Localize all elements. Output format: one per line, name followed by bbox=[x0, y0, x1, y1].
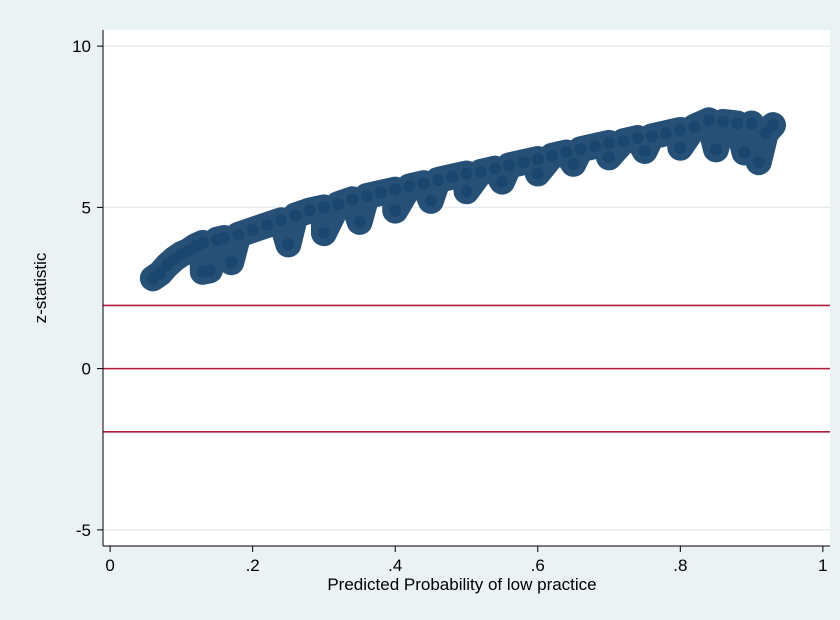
x-axis-label: Predicted Probability of low practice bbox=[327, 575, 596, 594]
scatter-point bbox=[303, 204, 316, 217]
scatter-point bbox=[218, 232, 231, 245]
scatter-point bbox=[503, 159, 516, 172]
scatter-point bbox=[745, 117, 758, 130]
scatter-point bbox=[275, 214, 288, 227]
scatter-point bbox=[353, 215, 366, 228]
scatter-point bbox=[567, 157, 580, 170]
scatter-point bbox=[603, 151, 616, 164]
x-tick-label: .2 bbox=[246, 556, 260, 575]
scatter-point bbox=[588, 140, 601, 153]
scatter-point bbox=[403, 180, 416, 193]
scatter-point bbox=[766, 119, 779, 132]
scatter-point bbox=[389, 204, 402, 217]
scatter-point bbox=[346, 193, 359, 206]
scatter-point bbox=[317, 201, 330, 214]
scatter-point bbox=[560, 146, 573, 159]
scatter-point bbox=[752, 156, 765, 169]
scatter-point bbox=[332, 198, 345, 211]
scatter-point bbox=[374, 186, 387, 199]
scatter-point bbox=[638, 144, 651, 157]
scatter-point bbox=[431, 173, 444, 186]
scatter-point bbox=[360, 190, 373, 203]
scatter-point bbox=[489, 162, 502, 175]
y-tick-label: 10 bbox=[72, 37, 91, 56]
scatter-point bbox=[389, 183, 402, 196]
scatter-point bbox=[496, 175, 509, 188]
scatter-point bbox=[317, 227, 330, 240]
scatter-point bbox=[203, 264, 216, 277]
y-axis-ticks: -5 0 5 10 bbox=[72, 37, 103, 540]
scatter-point bbox=[631, 132, 644, 145]
scatter-point bbox=[717, 115, 730, 128]
y-axis-label: z-statistic bbox=[31, 252, 50, 323]
scatter-point bbox=[417, 177, 430, 190]
scatter-point bbox=[531, 153, 544, 165]
scatter-point bbox=[688, 120, 701, 133]
scatter-point bbox=[260, 219, 273, 232]
scatter-point bbox=[531, 167, 544, 180]
x-tick-label: 0 bbox=[105, 556, 114, 575]
scatter-point bbox=[232, 228, 245, 241]
x-tick-label: .4 bbox=[388, 556, 402, 575]
scatter-point bbox=[702, 114, 715, 127]
scatter-point bbox=[674, 123, 687, 136]
scatter-point bbox=[424, 194, 437, 207]
y-tick-label: -5 bbox=[76, 521, 91, 540]
y-tick-label: 0 bbox=[82, 360, 91, 379]
plot-area bbox=[103, 30, 830, 546]
scatter-point bbox=[674, 141, 687, 154]
reference-lines bbox=[103, 304, 830, 433]
x-tick-label: 1 bbox=[818, 556, 827, 575]
scatter-point bbox=[282, 238, 295, 251]
scatter-point bbox=[709, 143, 722, 156]
scatter-point bbox=[460, 185, 473, 198]
scatter-point bbox=[759, 127, 772, 140]
scatter-point bbox=[645, 130, 658, 143]
x-axis-ticks: 0 .2 .4 .6 .8 1 bbox=[105, 546, 828, 575]
scatter-point bbox=[517, 156, 530, 169]
scatter-point bbox=[246, 223, 259, 236]
x-tick-label: .6 bbox=[531, 556, 545, 575]
scatter-point bbox=[731, 117, 744, 130]
scatter-point bbox=[738, 146, 751, 159]
scatter-point bbox=[460, 167, 473, 180]
scatter-point bbox=[154, 267, 167, 280]
scatter-point bbox=[196, 236, 209, 249]
scatter-point bbox=[660, 127, 673, 140]
scatter-point bbox=[574, 143, 587, 156]
scatter-point bbox=[603, 136, 616, 149]
scatter-point bbox=[446, 170, 459, 183]
scatter-point bbox=[546, 149, 559, 162]
scatter-point bbox=[225, 256, 238, 269]
scatter-point bbox=[289, 209, 302, 222]
y-tick-label: 5 bbox=[82, 198, 91, 217]
scatter-point bbox=[474, 165, 487, 178]
x-tick-label: .8 bbox=[673, 556, 687, 575]
scatter-point bbox=[617, 135, 630, 148]
scatter-points bbox=[146, 114, 779, 285]
